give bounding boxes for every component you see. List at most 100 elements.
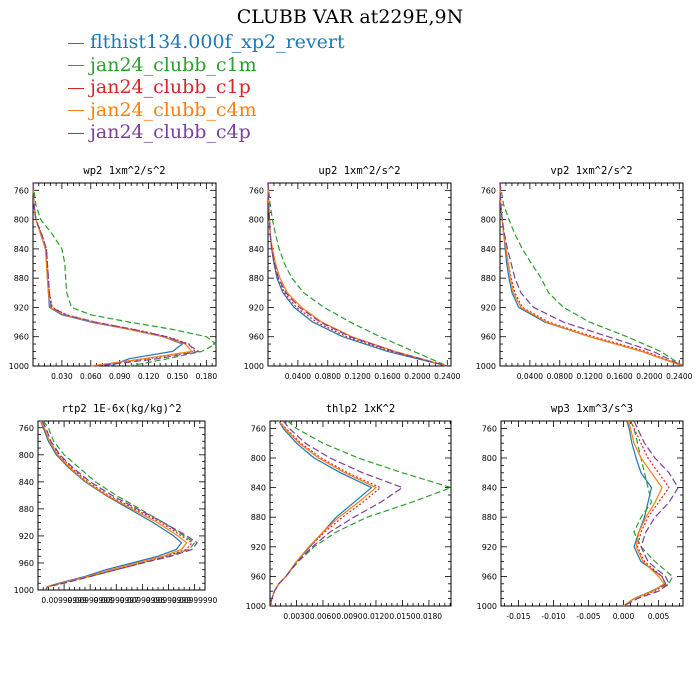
- x-tick-label: -0.005: [576, 612, 600, 621]
- x-tick-label: 0.0120: [363, 612, 389, 621]
- x-tick-label: 0.150: [167, 372, 189, 381]
- x-tick-label: 0.00999990: [172, 596, 218, 605]
- y-tick-label: 800: [14, 216, 29, 225]
- y-tick-label: 960: [249, 333, 264, 342]
- x-tick-label: 0.0060: [310, 612, 336, 621]
- y-tick-label: 920: [482, 543, 497, 552]
- panel-title: vp2 1xm^2/s^2: [550, 165, 632, 177]
- legend-label: jan24_clubb_c4p: [90, 121, 251, 143]
- series-line: [499, 182, 684, 367]
- y-tick-label: 880: [14, 274, 29, 283]
- x-tick-label: 0.1200: [577, 372, 603, 381]
- x-tick-label: 0.180: [196, 372, 218, 381]
- x-tick-label: 0.00999999: [146, 596, 192, 605]
- series-line: [270, 420, 377, 607]
- legend-swatch: [68, 42, 84, 44]
- legend: flthist134.000f_xp2_revert jan24_clubb_c…: [68, 31, 345, 144]
- x-tick-label: 0.00999996: [120, 596, 166, 605]
- y-tick-label: 760: [251, 424, 266, 433]
- series-line: [499, 182, 684, 367]
- x-tick-label: 0.2400: [434, 372, 460, 381]
- y-tick-label: 920: [481, 303, 496, 312]
- plot-frame: [267, 182, 452, 367]
- y-tick-label: 960: [482, 572, 497, 581]
- legend-label: flthist134.000f_xp2_revert: [90, 31, 345, 53]
- legend-label: jan24_clubb_c4m: [90, 98, 257, 121]
- y-tick-label: 960: [19, 559, 34, 568]
- y-tick-label: 960: [481, 333, 496, 342]
- series-line: [40, 420, 183, 591]
- y-tick-label: 880: [482, 513, 497, 522]
- x-tick-label: -0.010: [541, 612, 565, 621]
- y-tick-label: 760: [249, 186, 264, 195]
- y-tick-label: 840: [482, 484, 497, 493]
- x-tick-label: 0.1200: [345, 372, 371, 381]
- panel-title: up2 1xm^2/s^2: [318, 165, 400, 177]
- y-tick-label: 800: [481, 216, 496, 225]
- y-tick-label: 880: [19, 505, 34, 514]
- x-tick-label: 0.0090: [336, 612, 362, 621]
- chart-panel: rtp2 1E-6x(kg/kg)^2 760 800 840 880 920 960 100…: [14, 403, 218, 605]
- series-line: [623, 420, 679, 607]
- series-line: [42, 420, 196, 591]
- y-tick-label: 1000: [14, 586, 34, 595]
- series-line: [499, 182, 684, 367]
- panel-title: wp3 1xm^3/s^3: [551, 403, 633, 415]
- legend-label: jan24_clubb_c1m: [90, 53, 257, 76]
- figure-title: CLUBB VAR at229E,9N: [236, 6, 464, 28]
- y-tick-label: 840: [19, 478, 34, 487]
- x-tick-label: 0.0400: [285, 372, 311, 381]
- series-line: [270, 420, 452, 607]
- x-tick-label: 0.0800: [315, 372, 341, 381]
- y-tick-label: 1000: [244, 362, 264, 371]
- x-tick-label: 0.0030: [283, 612, 309, 621]
- x-tick-label: 0.00999998: [68, 596, 114, 605]
- y-tick-label: 880: [481, 274, 496, 283]
- chart-panel: wp3 1xm^3/s^3 760 800 840 880 920 960 1000 -0.01…: [477, 403, 684, 621]
- chart-panel: vp2 1xm^2/s^2 760 800 840 880 920 960 1000 0.040…: [476, 165, 693, 381]
- series-line: [499, 182, 684, 367]
- legend-label: jan24_clubb_c1p: [90, 76, 251, 98]
- x-tick-label: 0.000: [613, 612, 635, 621]
- x-tick-label: 0.00999997: [94, 596, 140, 605]
- y-tick-label: 920: [251, 543, 266, 552]
- plot-frame: [37, 420, 206, 591]
- series-line: [32, 182, 183, 367]
- legend-item: jan24_clubb_c4p: [68, 121, 345, 144]
- legend-item: jan24_clubb_c1m: [68, 54, 345, 77]
- legend-swatch: [68, 110, 84, 111]
- series-line: [499, 182, 684, 367]
- y-tick-label: 1000: [477, 602, 497, 611]
- series-line: [32, 182, 193, 367]
- series-line: [623, 420, 670, 607]
- y-tick-label: 760: [14, 186, 29, 195]
- series-line: [32, 182, 217, 367]
- y-tick-label: 800: [482, 454, 497, 463]
- y-tick-label: 960: [14, 333, 29, 342]
- panel-title: rtp2 1E-6x(kg/kg)^2: [61, 403, 181, 415]
- series-line: [623, 420, 674, 607]
- chart-panel: wp2 1xm^2/s^2 760 800 840 880 920 960 1000 0.030…: [9, 165, 218, 381]
- legend-swatch: [68, 65, 84, 66]
- x-tick-label: 0.090: [109, 372, 131, 381]
- legend-swatch: [68, 132, 84, 134]
- panel-title: thlp2 1xK^2: [326, 403, 396, 415]
- y-tick-label: 920: [19, 532, 34, 541]
- y-tick-label: 800: [251, 454, 266, 463]
- series-line: [32, 182, 200, 367]
- x-tick-label: 0.0400: [517, 372, 543, 381]
- plot-frame: [32, 182, 217, 367]
- plot-frame: [500, 420, 684, 607]
- legend-item: flthist134.000f_xp2_revert: [68, 31, 345, 54]
- series-line: [267, 182, 448, 367]
- x-tick-label: 0.120: [138, 372, 160, 381]
- series-line: [270, 420, 373, 607]
- series-line: [267, 182, 448, 367]
- plot-frame: [269, 420, 452, 607]
- legend-item: jan24_clubb_c1p: [68, 76, 345, 99]
- chart-panel: up2 1xm^2/s^2 760 800 840 880 920 960 1000 0.040…: [244, 165, 461, 381]
- y-tick-label: 920: [14, 303, 29, 312]
- x-tick-label: 0.2000: [404, 372, 430, 381]
- y-tick-label: 800: [19, 451, 34, 460]
